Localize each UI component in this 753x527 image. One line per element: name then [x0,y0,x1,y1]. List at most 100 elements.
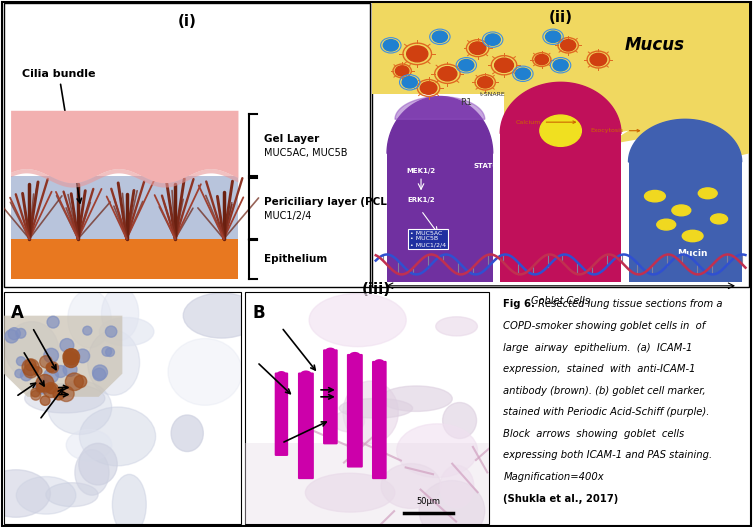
Ellipse shape [66,430,111,461]
Polygon shape [372,3,749,94]
Ellipse shape [25,384,105,413]
Text: (ii): (ii) [549,9,572,25]
Text: B: B [252,304,265,322]
Bar [11,239,239,279]
Circle shape [31,391,41,400]
Ellipse shape [0,470,50,518]
Ellipse shape [5,321,59,378]
FancyBboxPatch shape [387,153,492,281]
Circle shape [36,383,46,392]
FancyBboxPatch shape [347,354,363,467]
FancyBboxPatch shape [629,162,742,281]
Text: Gel Layer: Gel Layer [264,134,319,144]
Circle shape [43,383,59,397]
Text: MEK1/2: MEK1/2 [407,169,435,174]
Circle shape [40,396,50,405]
Text: t-SNARE: t-SNARE [480,92,505,96]
Ellipse shape [171,415,203,452]
Ellipse shape [381,464,441,509]
Circle shape [25,359,36,370]
Ellipse shape [672,205,691,216]
Circle shape [23,364,38,378]
Circle shape [36,375,54,392]
Ellipse shape [657,219,675,230]
Text: • MUC5AC
• MUC5B
• MUC1/2/4: • MUC5AC • MUC5B • MUC1/2/4 [410,230,446,247]
Text: 50μm: 50μm [416,497,441,506]
Ellipse shape [374,359,384,365]
Text: R1: R1 [460,97,472,107]
Ellipse shape [300,370,311,377]
Text: Block  arrows  showing  goblet  cells: Block arrows showing goblet cells [504,429,684,439]
FancyBboxPatch shape [372,361,386,479]
Circle shape [16,328,26,338]
Polygon shape [629,119,742,162]
Ellipse shape [79,443,117,485]
Circle shape [54,366,67,377]
Ellipse shape [443,403,477,438]
Ellipse shape [80,407,156,466]
Text: Resected lung tissue sections from a: Resected lung tissue sections from a [535,299,723,309]
Circle shape [93,368,105,380]
Text: MUC1/2/4: MUC1/2/4 [264,211,312,221]
Circle shape [438,66,457,81]
FancyBboxPatch shape [323,349,337,444]
Circle shape [395,66,409,76]
Circle shape [35,379,50,394]
Polygon shape [11,169,239,188]
Ellipse shape [17,476,76,514]
Circle shape [432,31,447,43]
Text: Fig 6.: Fig 6. [504,299,535,309]
Polygon shape [500,82,621,133]
Circle shape [545,31,560,43]
Ellipse shape [333,411,364,432]
Circle shape [469,42,486,54]
Bar [245,443,489,524]
Circle shape [22,359,39,376]
Ellipse shape [349,352,360,358]
Circle shape [93,365,108,379]
Circle shape [407,46,428,62]
Circle shape [47,316,59,328]
Text: Magnification=400x: Magnification=400x [504,472,604,482]
Circle shape [560,40,576,51]
Circle shape [60,338,74,352]
Text: STAT6: STAT6 [473,163,497,169]
Circle shape [63,353,78,367]
Circle shape [47,384,56,394]
Text: ERK1/2: ERK1/2 [407,197,434,203]
Text: (iii): (iii) [362,282,391,297]
Circle shape [5,330,18,343]
Ellipse shape [380,386,453,412]
Circle shape [553,60,569,71]
FancyBboxPatch shape [500,133,621,281]
FancyBboxPatch shape [298,373,314,479]
Ellipse shape [436,317,477,336]
Ellipse shape [343,381,398,443]
Ellipse shape [112,474,146,527]
Ellipse shape [183,293,260,338]
Circle shape [64,349,78,363]
Polygon shape [11,111,239,183]
Ellipse shape [87,330,139,395]
Text: (Shukla et al., 2017): (Shukla et al., 2017) [504,493,619,503]
Circle shape [420,82,437,94]
Polygon shape [395,96,485,119]
Text: MUC5AC, MUC5B: MUC5AC, MUC5B [264,149,348,159]
Text: COPD-smoker showing goblet cells in  of: COPD-smoker showing goblet cells in of [504,321,706,331]
Bar [245,292,489,524]
Circle shape [44,368,59,383]
Circle shape [46,363,56,372]
Ellipse shape [46,483,98,506]
Circle shape [63,349,80,365]
Ellipse shape [309,294,406,347]
Circle shape [102,347,111,356]
Circle shape [31,388,40,397]
Circle shape [590,53,607,66]
Polygon shape [387,96,492,153]
Circle shape [44,348,59,363]
Ellipse shape [47,381,111,434]
Circle shape [74,375,87,388]
Ellipse shape [682,230,703,242]
Circle shape [15,369,23,378]
Circle shape [459,60,474,71]
